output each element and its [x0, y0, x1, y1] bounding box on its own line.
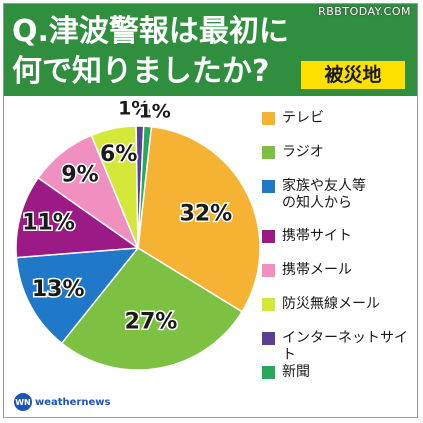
pie-slice [60, 247, 244, 371]
pie-labels: 32%27%13%11%9%6%1%1% [21, 96, 234, 336]
legend-label: ラジオ [282, 144, 324, 160]
legend-label-line2: の知人から [282, 195, 352, 211]
chart-legend: テレビ ラジオ 家族や友人等 の知人から 携帯サイト 携帯メール 防災無線メール… [262, 110, 418, 398]
chart-title: Q.津波警報は最初に何で知りましたか? [12, 14, 289, 89]
legend-item-disaster-radio-mail: 防災無線メール [262, 296, 418, 330]
pie-slice-label: 9% [61, 163, 98, 188]
legend-swatch [262, 332, 275, 345]
pie-slice [137, 125, 153, 249]
legend-swatch [262, 180, 275, 193]
pie-slice [137, 125, 261, 313]
pie-slice-label: 6% [100, 142, 137, 167]
legend-label: 携帯サイト [282, 228, 352, 244]
legend-label: 家族や友人等 [282, 178, 366, 194]
legend-item-family-friends: 家族や友人等 の知人から [262, 178, 418, 228]
logo-text: weathernews [35, 396, 111, 408]
legend-swatch [262, 146, 275, 159]
legend-item-radio: ラジオ [262, 144, 418, 178]
legend-item-newspaper: 新聞 [262, 364, 418, 398]
legend-swatch [262, 112, 275, 125]
legend-label: 新聞 [282, 364, 310, 380]
legend-item-mobile-mail: 携帯メール [262, 262, 418, 296]
pie-slice [15, 247, 140, 345]
logo-mark: WN [14, 393, 32, 411]
pie-slice-label: 11% [22, 211, 75, 236]
legend-swatch [262, 366, 275, 379]
legend-item-tv: テレビ [262, 110, 418, 144]
pie-slice-label: 27% [125, 310, 178, 335]
pie-slice-label: 1% [139, 100, 171, 122]
legend-label: テレビ [282, 110, 324, 126]
pie-slice [15, 176, 141, 259]
legend-swatch [262, 230, 275, 243]
legend-item-mobile-site: 携帯サイト [262, 228, 418, 262]
legend-swatch [262, 264, 275, 277]
pie-slice-label: 32% [180, 202, 233, 227]
site-watermark: RBBTODAY.COM [318, 5, 411, 18]
legend-label: 防災無線メール [282, 296, 380, 312]
legend-label: 携帯メール [282, 262, 352, 278]
header-banner: Q.津波警報は最初に何で知りましたか? 被災地 RBBTODAY.COM [4, 4, 417, 96]
legend-label: インターネットサイト [282, 330, 408, 363]
pie-slices [15, 125, 261, 371]
legend-swatch [262, 298, 275, 311]
region-badge: 被災地 [301, 61, 405, 89]
legend-item-internet-site: インターネットサイト [262, 330, 418, 364]
pie-slice-label: 13% [32, 277, 85, 302]
pie-slice-label: 1% [118, 97, 150, 119]
weathernews-logo: WN weathernews [14, 393, 110, 411]
